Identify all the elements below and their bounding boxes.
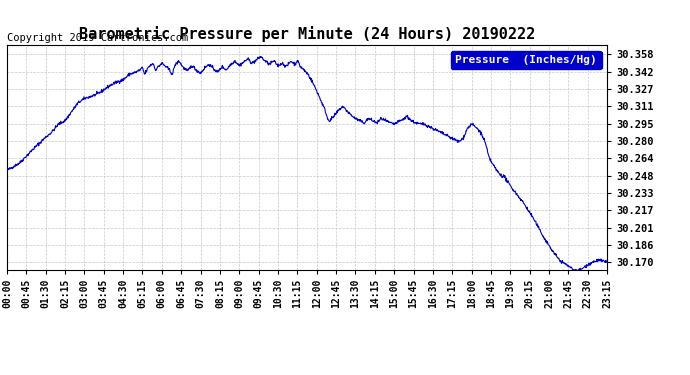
Legend: Pressure  (Inches/Hg): Pressure (Inches/Hg): [451, 51, 602, 69]
Text: Copyright 2019 Cartronics.com: Copyright 2019 Cartronics.com: [7, 33, 188, 43]
Title: Barometric Pressure per Minute (24 Hours) 20190222: Barometric Pressure per Minute (24 Hours…: [79, 27, 535, 42]
